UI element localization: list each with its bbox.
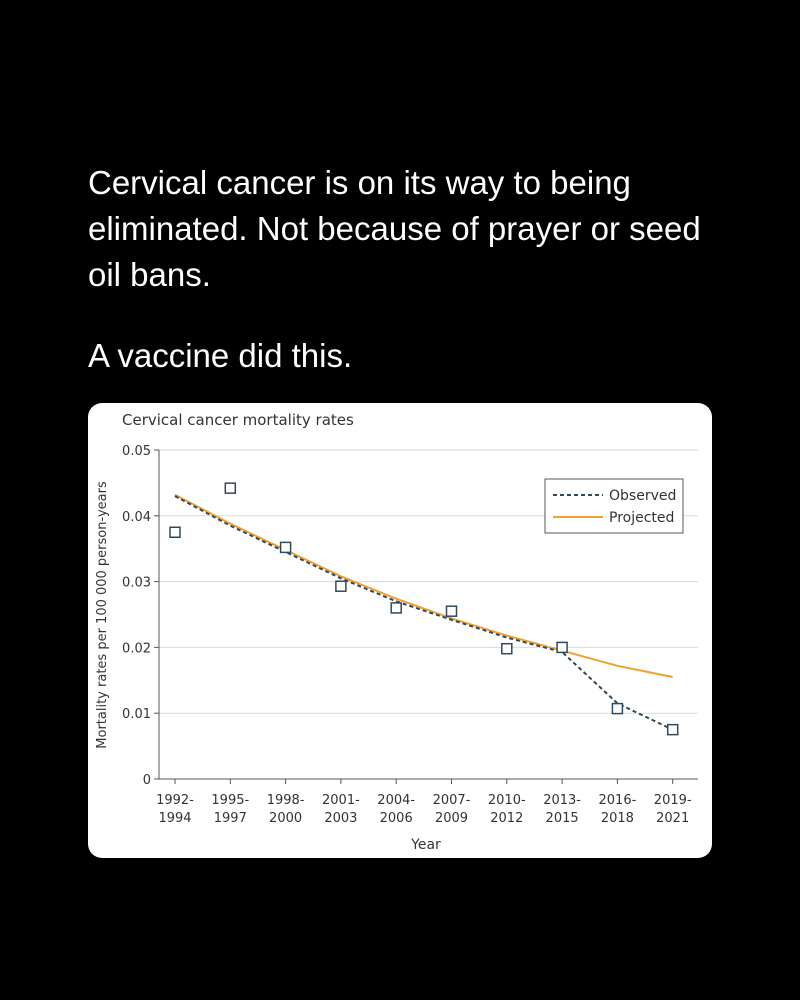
observed-point	[666, 723, 679, 736]
y-tick-label: 0.01	[122, 707, 151, 722]
observed-point	[224, 482, 237, 494]
observed-point	[501, 642, 513, 655]
y-tick-label: 0	[143, 773, 151, 788]
legend: Observed Projected	[544, 478, 684, 534]
observed-point	[335, 580, 347, 592]
observed-line	[174, 495, 674, 731]
observed-point	[445, 605, 458, 617]
x-tick-label: 2004-2006	[377, 793, 415, 826]
projected-line	[174, 493, 673, 678]
legend-box	[544, 478, 684, 534]
subline: A vaccine did this.	[88, 337, 353, 374]
x-tick-label: 1998-2000	[267, 793, 305, 826]
x-tick-label: 2007-2009	[433, 793, 471, 826]
x-tick-label: 1995-1997	[211, 793, 249, 826]
observed-point	[611, 702, 624, 715]
observed-point	[556, 641, 568, 654]
x-tick-label: 2001-2003	[322, 793, 360, 826]
y-tick-label: 0.05	[122, 444, 151, 459]
x-tick-label: 2019-2021	[654, 793, 692, 826]
y-tick-label: 0.03	[122, 576, 151, 591]
observed-point	[169, 526, 181, 538]
mortality-chart: Cervical cancer mortality rates Mortalit…	[95, 411, 698, 853]
observed-point	[390, 602, 402, 614]
x-tick-label: 2010-2012	[488, 793, 526, 826]
observed-point	[279, 541, 292, 554]
x-tick-label: 2013-2015	[543, 793, 581, 826]
x-tick-label: 1992-1994	[156, 793, 194, 826]
legend-observed-label: Observed	[609, 488, 676, 504]
y-axis-label: Mortality rates per 100 000 person-years	[95, 481, 110, 749]
chart-title: Cervical cancer mortality rates	[122, 411, 354, 429]
legend-projected-label: Projected	[609, 510, 674, 526]
x-tick-label: 2016-2018	[599, 793, 637, 826]
chart-card: Cervical cancer mortality rates Mortalit…	[88, 403, 712, 858]
y-tick-label: 0.04	[122, 510, 151, 525]
headline: Cervical cancer is on its way to being e…	[88, 164, 701, 293]
y-tick-label: 0.02	[122, 641, 151, 656]
x-axis-label: Year	[410, 837, 441, 853]
